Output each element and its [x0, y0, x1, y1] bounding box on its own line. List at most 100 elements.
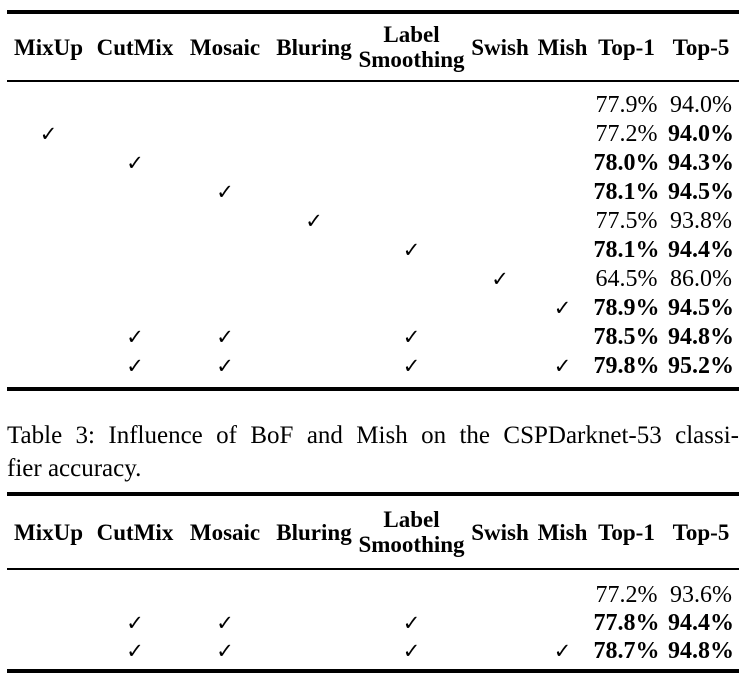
column-header: Label Smoothing [358, 494, 465, 570]
column-header-line: Top-1 [598, 34, 655, 60]
checkmark-cell: ✓ [535, 294, 590, 323]
top5-value: 94.3% [668, 150, 734, 176]
table-body: 77.2% 93.6% ✓ ✓ ✓ 77.8% 94.4% ✓ ✓ ✓ ✓ 78.7% 94.8% [7, 569, 739, 671]
empty-cell [90, 265, 180, 294]
column-header-line: CutMix [96, 34, 174, 60]
column-header-line: Mosaic [189, 34, 261, 60]
checkmark-icon: ✓ [553, 354, 572, 378]
column-header: Top-5 [663, 12, 739, 82]
empty-cell [180, 149, 270, 178]
top5-value: 94.8% [668, 324, 734, 350]
caption-line-1: Table 3: Influence of BoF and Mish on th… [7, 422, 739, 449]
top5-value: 94.0% [668, 121, 734, 147]
empty-cell [180, 569, 270, 609]
checkmark-icon: ✓ [402, 638, 421, 663]
table-row: ✓ 78.1% 94.4% [7, 236, 739, 265]
empty-cell [7, 323, 90, 352]
empty-cell [90, 294, 180, 323]
top5-value: 93.6% [670, 581, 732, 608]
empty-cell [358, 207, 465, 236]
empty-cell [358, 294, 465, 323]
checkmark-cell: ✓ [270, 207, 358, 236]
empty-cell [465, 352, 535, 389]
checkmark-icon: ✓ [402, 354, 421, 378]
empty-cell [535, 149, 590, 178]
top5-value: 94.5% [668, 295, 734, 321]
empty-cell [180, 207, 270, 236]
table-row: ✓ 78.0% 94.3% [7, 149, 739, 178]
checkmark-icon: ✓ [39, 122, 58, 146]
empty-cell [270, 323, 358, 352]
top5-value: 93.8% [670, 208, 732, 234]
empty-cell [358, 149, 465, 178]
empty-cell [270, 637, 358, 671]
empty-cell [7, 178, 90, 207]
checkmark-icon: ✓ [402, 238, 421, 262]
empty-cell [270, 81, 358, 120]
top1-value: 79.8% [593, 353, 660, 379]
empty-cell [270, 294, 358, 323]
checkmark-cell: ✓ [90, 609, 180, 637]
column-header: Label Smoothing [358, 12, 465, 82]
checkmark-cell: ✓ [90, 149, 180, 178]
column-header-line: CutMix [96, 519, 174, 545]
checkmark-icon: ✓ [553, 638, 572, 663]
empty-cell [7, 352, 90, 389]
top1-value: 77.2% [595, 581, 658, 608]
checkmark-icon: ✓ [126, 610, 144, 635]
top1-value: 77.9% [595, 92, 658, 118]
table-row: ✓ 64.5% 86.0% [7, 265, 739, 294]
top1-value: 77.2% [595, 121, 658, 147]
column-header: Mish [535, 12, 590, 82]
column-header-line: Label [383, 22, 440, 47]
column-header: MixUp [7, 494, 90, 570]
checkmark-cell: ✓ [180, 352, 270, 389]
empty-cell [465, 207, 535, 236]
column-header-line: Top-5 [672, 34, 730, 60]
empty-cell [465, 178, 535, 207]
checkmark-cell: ✓ [535, 352, 590, 389]
column-header-line: Bluring [276, 519, 352, 545]
empty-cell [535, 81, 590, 120]
empty-cell [180, 81, 270, 120]
checkmark-cell: ✓ [180, 178, 270, 207]
empty-cell [7, 265, 90, 294]
top1-value: 78.9% [593, 295, 660, 321]
column-header: MixUp [7, 12, 90, 82]
empty-cell [358, 569, 465, 609]
empty-cell [358, 265, 465, 294]
checkmark-icon: ✓ [216, 180, 234, 204]
column-header: Top-1 [590, 494, 663, 570]
checkmark-cell: ✓ [180, 637, 270, 671]
column-header-line: Smoothing [358, 47, 465, 72]
empty-cell [7, 609, 90, 637]
empty-cell [270, 265, 358, 294]
table-body: 77.9% 94.0% ✓ 77.2% 94.0% ✓ 78.0% 94.3% ✓ 78.1% 94… [7, 81, 739, 389]
top1-value: 78.0% [593, 150, 660, 176]
checkmark-icon: ✓ [216, 354, 234, 378]
table-row: ✓ ✓ ✓ 77.8% 94.4% [7, 609, 739, 637]
checkmark-icon: ✓ [126, 325, 144, 349]
empty-cell [180, 265, 270, 294]
top1-value: 78.1% [593, 237, 660, 263]
empty-cell [535, 120, 590, 149]
empty-cell [7, 207, 90, 236]
empty-cell [535, 178, 590, 207]
column-header-line: Swish [471, 34, 529, 60]
empty-cell [465, 569, 535, 609]
checkmark-icon: ✓ [126, 638, 144, 663]
column-header-line: Top-5 [672, 519, 730, 545]
checkmark-icon: ✓ [216, 638, 234, 663]
column-header-line: MixUp [14, 519, 83, 545]
empty-cell [270, 352, 358, 389]
column-header-line: Mish [537, 34, 588, 60]
checkmark-cell: ✓ [358, 323, 465, 352]
checkmark-cell: ✓ [535, 637, 590, 671]
empty-cell [90, 178, 180, 207]
column-header-line: Bluring [276, 34, 352, 60]
header-row: MixUp CutMix Mosaic Bluring Label Smoothing Sw… [7, 494, 739, 570]
empty-cell [270, 569, 358, 609]
column-header: CutMix [90, 12, 180, 82]
ablation-table-top: MixUp CutMix Mosaic Bluring Label Smoothing Sw… [7, 10, 739, 391]
ablation-table-bottom: MixUp CutMix Mosaic Bluring Label Smoothing Sw… [7, 492, 739, 673]
